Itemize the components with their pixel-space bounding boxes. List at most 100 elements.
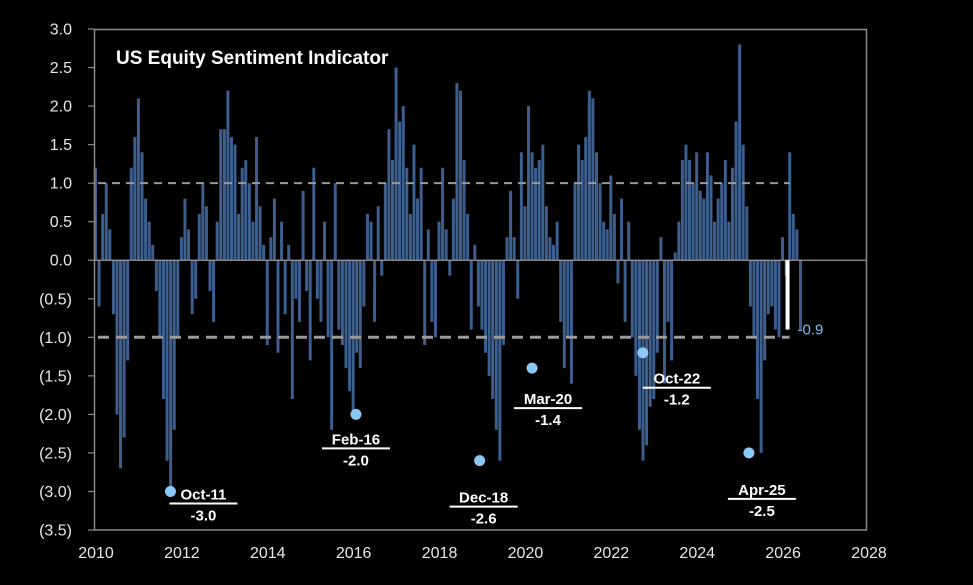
latest-value-label: -0.9 [798, 322, 824, 339]
bar [577, 144, 581, 261]
bar [666, 260, 670, 322]
bar [226, 90, 230, 261]
bar [559, 260, 563, 322]
y-tick-label: 2.0 [50, 99, 72, 116]
bar [233, 144, 237, 261]
bar [741, 144, 745, 261]
y-tick-label: 1.0 [50, 176, 72, 193]
chart-title: US Equity Sentiment Indicator [116, 48, 389, 69]
bar [212, 260, 216, 322]
bar [487, 260, 491, 376]
bar [362, 260, 366, 307]
annotation-dec-18: Dec-18 -2.6 [449, 455, 518, 528]
bar [730, 167, 734, 261]
bar [498, 260, 502, 461]
bar [473, 244, 477, 261]
bar [591, 98, 595, 261]
bar [798, 260, 802, 330]
bar [97, 260, 101, 307]
bar [512, 237, 516, 261]
reference-lines [94, 182, 867, 339]
bar [272, 198, 276, 261]
bar [172, 260, 176, 430]
bar [501, 260, 505, 346]
bar [476, 260, 480, 307]
bar [451, 198, 455, 261]
bar [276, 260, 280, 353]
bar [219, 129, 223, 261]
bar [419, 167, 423, 261]
bar [433, 260, 437, 338]
y-tick-label: (1.5) [39, 368, 72, 385]
y-tick-label: 2.5 [50, 60, 72, 77]
bar [401, 106, 405, 261]
bar [756, 260, 760, 399]
y-tick-label: 0.5 [50, 214, 72, 231]
bar [602, 221, 606, 261]
bar [480, 260, 484, 330]
annotation-feb-16: Feb-16 -2.0 [321, 408, 390, 469]
bar [94, 167, 97, 261]
bar [534, 167, 538, 261]
bar [552, 244, 556, 261]
bar [494, 260, 498, 430]
bar [484, 260, 488, 353]
annotation-value: -2.6 [471, 511, 497, 528]
bar [287, 244, 291, 261]
bar [423, 260, 427, 346]
bar [240, 167, 244, 261]
bar [161, 260, 165, 399]
bar [544, 206, 548, 261]
trough-marker-dot [350, 408, 362, 420]
bar [158, 260, 162, 338]
bar [405, 167, 409, 261]
bar [348, 260, 352, 392]
bar [369, 221, 373, 261]
bar [573, 183, 577, 261]
bar [294, 260, 298, 299]
bar [713, 221, 717, 261]
bar [365, 213, 369, 261]
trough-marker-dot [526, 362, 538, 374]
bar [394, 67, 398, 261]
bar [677, 221, 681, 261]
bar [283, 260, 287, 315]
bar [194, 260, 198, 299]
bar [530, 152, 534, 261]
trough-marker-dot [164, 485, 176, 497]
annotation-value: -2.0 [343, 452, 369, 469]
bar [412, 144, 416, 261]
bar [197, 213, 201, 261]
bar [720, 183, 724, 261]
bar [358, 260, 362, 369]
bar [745, 206, 749, 261]
bar [323, 221, 327, 261]
bar [244, 160, 248, 261]
bar [187, 229, 191, 261]
bar [623, 260, 627, 322]
bar [111, 260, 115, 315]
bar [541, 144, 545, 261]
bar [698, 190, 702, 261]
bar [133, 136, 137, 261]
bar [509, 190, 513, 261]
bar [620, 198, 624, 261]
bar [262, 244, 266, 261]
annotation-value: -2.5 [749, 503, 775, 520]
latest-value-marker: -0.9 [785, 260, 824, 339]
bar [734, 121, 738, 261]
bar [537, 160, 541, 261]
bar [773, 260, 777, 330]
annotation-date: Oct-22 [653, 371, 700, 388]
bar [176, 260, 180, 338]
y-tick-label: 1.5 [50, 137, 72, 154]
trough-marker-dot [743, 447, 755, 459]
bar [251, 221, 255, 261]
bar [247, 183, 251, 261]
bar [688, 160, 692, 261]
bar [752, 260, 756, 338]
x-tick-label: 2012 [164, 545, 200, 562]
y-tick-label: 0.0 [50, 253, 72, 270]
bar [101, 213, 105, 261]
bar [315, 260, 319, 299]
